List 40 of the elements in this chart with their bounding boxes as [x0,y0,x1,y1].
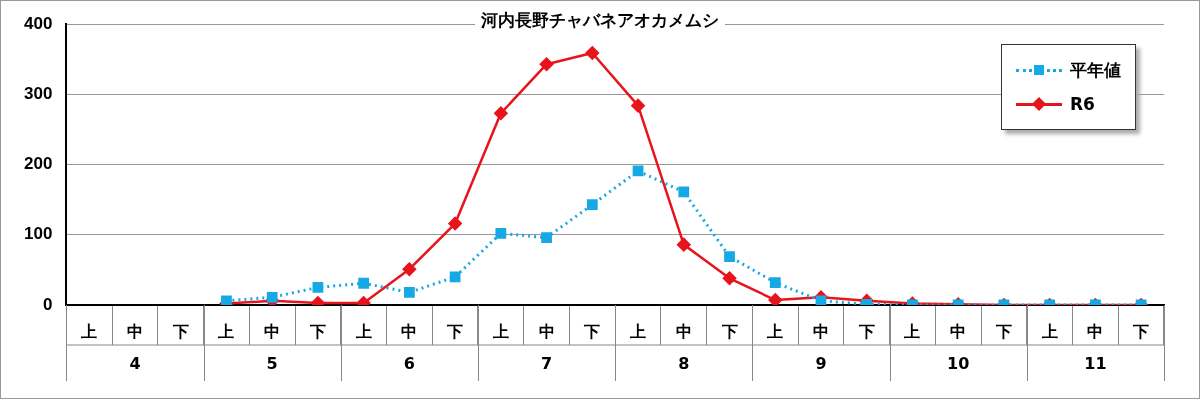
x-tick-label: 上 [1040,323,1058,341]
y-tick-label: 0 [42,294,53,314]
x-tick-label: 中 [538,323,555,341]
x-tick-label: 中 [812,323,829,341]
x-tick-label: 上 [80,323,98,341]
legend-label: 平年値 [1070,58,1121,82]
x-tick-label: 下 [171,323,189,341]
y-tick-label: 100 [23,224,53,244]
x-tick-label: 中 [401,323,418,341]
x-tick-label: 上 [491,323,509,341]
text: 10 [947,354,970,374]
x-tick-label: 中 [264,323,281,341]
x-tick-label: 中 [126,323,143,341]
x-tick-label: 上 [217,323,235,341]
x-tick-label: 下 [583,323,601,341]
text: 7 [541,354,553,374]
x-tick-label: 下 [446,323,464,341]
text: 4 [129,354,141,374]
x-tick-label: 上 [903,323,921,341]
x-tick-label: 下 [720,323,738,341]
x-tick-label: 上 [766,323,784,341]
text: 5 [266,354,278,374]
x-tick-label: 下 [994,323,1012,341]
y-tick-label: 200 [23,154,53,174]
text: 11 [1084,354,1107,374]
legend-label: R6 [1070,94,1095,114]
x-tick-label: 上 [354,323,372,341]
x-tick-label: 下 [1132,323,1150,341]
text: 6 [403,354,415,374]
text: 9 [815,354,827,374]
y-tick-label: 400 [23,13,53,33]
x-tick-label: 下 [857,323,875,341]
x-tick-label: 下 [308,323,326,341]
x-tick-label: 中 [950,323,967,341]
text: 8 [678,354,690,374]
x-tick-label: 中 [675,323,692,341]
y-tick-label: 300 [23,84,53,104]
x-tick-label: 中 [1087,323,1104,341]
chart-title: 河内長野チャバネアオカメムシ [475,10,725,30]
x-tick-label: 上 [629,323,647,341]
